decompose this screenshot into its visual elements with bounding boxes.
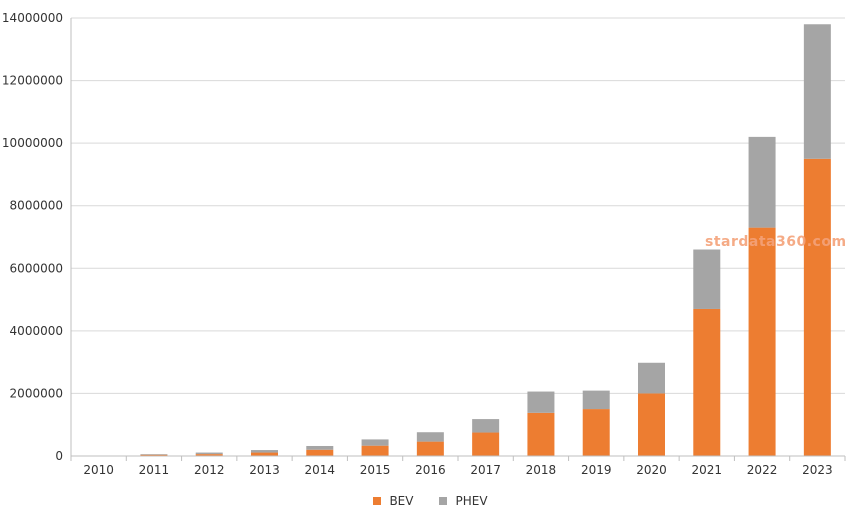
bar-bev-2015 <box>361 445 389 456</box>
legend-label-phev: PHEV <box>455 494 488 508</box>
legend-swatch-bev <box>373 497 382 505</box>
x-tick-label: 2019 <box>581 463 612 477</box>
y-tick-label: 2000000 <box>10 386 63 400</box>
bar-phev-2014 <box>306 445 334 450</box>
legend-label-bev: BEV <box>389 494 414 508</box>
bar-bev-2022 <box>748 227 776 456</box>
gridlines <box>71 17 845 394</box>
bar-bev-2021 <box>693 308 721 456</box>
bar-bev-2016 <box>416 441 444 456</box>
bar-phev-2021 <box>693 249 721 309</box>
legend-item-bev[interactable]: BEV <box>373 494 413 508</box>
x-tick-label: 2017 <box>470 463 501 477</box>
x-axis: 2010 2011 2012 2013 2014 2015 2016 2017 2018 2019… <box>70 455 846 477</box>
bar-phev-2022 <box>748 136 776 228</box>
x-tick-label: 2016 <box>415 463 446 477</box>
x-tick-label: 2013 <box>249 463 280 477</box>
x-tick-label: 2020 <box>636 463 667 477</box>
bar-bev-2020 <box>638 393 665 456</box>
x-tick-label: 2010 <box>83 463 114 477</box>
x-tick-label: 2023 <box>802 463 833 477</box>
bar-bev-2014 <box>306 449 334 456</box>
bar-bev-2013 <box>251 452 278 456</box>
bar-bev-2019 <box>582 409 610 456</box>
y-tick-label: 14000000 <box>2 11 63 25</box>
x-tick-label: 2018 <box>526 463 557 477</box>
bar-phev-2019 <box>582 390 610 410</box>
bar-phev-2023 <box>803 24 831 159</box>
legend: BEV PHEV <box>0 494 861 508</box>
bar-phev-2018 <box>527 391 555 413</box>
x-tick-label: 2021 <box>692 463 723 477</box>
x-tick-label: 2012 <box>194 463 225 477</box>
bar-phev-2020 <box>638 362 665 394</box>
y-tick-label: 8000000 <box>10 199 63 213</box>
bar-bev-2023 <box>803 158 831 457</box>
bar-phev-2011 <box>140 454 168 455</box>
bar-bev-2011 <box>140 454 168 456</box>
bar-phev-2015 <box>361 439 389 446</box>
y-tick-label: 12000000 <box>2 74 63 88</box>
bar-bev-2017 <box>472 432 500 456</box>
bar-bev-2018 <box>527 412 555 456</box>
y-tick-label: 0 <box>55 449 63 463</box>
x-tick-label: 2015 <box>360 463 391 477</box>
legend-item-phev[interactable]: PHEV <box>439 494 488 508</box>
y-axis: 0 2000000 4000000 6000000 8000000 10000000 120… <box>2 11 72 463</box>
y-tick-label: 4000000 <box>10 324 63 338</box>
y-tick-label: 10000000 <box>2 136 63 150</box>
bar-bev-2012 <box>195 454 223 456</box>
x-tick-label: 2022 <box>747 463 778 477</box>
bars <box>85 24 831 457</box>
bar-phev-2013 <box>251 450 278 453</box>
bar-phev-2017 <box>472 419 500 433</box>
legend-swatch-phev <box>439 497 448 505</box>
x-tick-label: 2011 <box>139 463 170 477</box>
y-tick-label: 6000000 <box>10 261 63 275</box>
x-tick-label: 2014 <box>305 463 336 477</box>
watermark: stardata360.com <box>705 234 847 250</box>
bar-phev-2012 <box>195 452 223 455</box>
bar-phev-2016 <box>416 432 444 442</box>
